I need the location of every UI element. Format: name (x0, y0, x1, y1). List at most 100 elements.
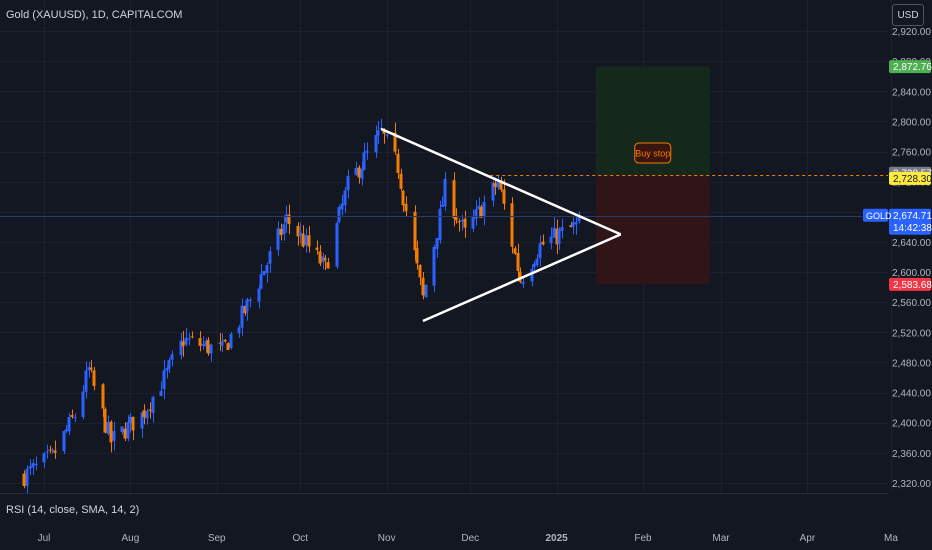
price-badge-stop: 2,583.68 (889, 277, 932, 291)
candle-body (510, 203, 514, 247)
x-tick-label: Sep (208, 533, 226, 544)
candle-body (109, 421, 113, 443)
candle-body (435, 238, 439, 249)
candle-body (571, 222, 575, 227)
triangle-upper-trendline[interactable] (380, 127, 622, 236)
currency-button[interactable]: USD (892, 4, 924, 26)
candle-body (184, 337, 188, 345)
y-tick-label: 2,760.00 (892, 148, 931, 159)
candle-body (92, 370, 96, 387)
candle-body (248, 299, 252, 302)
candle-body (123, 428, 127, 439)
candle-body (399, 173, 403, 189)
candle-body (379, 127, 383, 129)
candle-body (318, 251, 322, 264)
candle-body (64, 429, 68, 432)
price-badge-bg (889, 277, 931, 291)
y-tick-label: 2,920.00 (892, 27, 931, 38)
candle-body (151, 396, 155, 413)
candle-body (265, 264, 269, 273)
candle-body (532, 263, 536, 268)
candle-body (101, 384, 105, 409)
candle-body (245, 299, 249, 312)
candle-body (396, 153, 400, 173)
candle-body (45, 451, 49, 453)
candle-body (22, 473, 26, 487)
candle-body (159, 390, 163, 396)
price-badge-value: 2,872.76 (893, 62, 932, 73)
candle-body (120, 426, 124, 433)
candle-body (67, 416, 71, 432)
triangle-lower-trendline[interactable] (422, 233, 622, 323)
y-tick-label: 2,840.00 (892, 87, 931, 98)
candle-body (552, 227, 556, 238)
candle-body (282, 224, 286, 235)
candle-body (491, 182, 495, 201)
candle-body (28, 466, 32, 469)
candle-body (493, 183, 497, 187)
x-tick-label: Apr (800, 533, 816, 544)
candle-body (103, 408, 107, 433)
candle-body (569, 225, 573, 228)
x-tick-label: Nov (378, 533, 396, 544)
y-tick-label: 2,640.00 (892, 238, 931, 249)
candle-body (296, 226, 300, 237)
candle-body (268, 251, 272, 264)
candle-body (376, 130, 380, 136)
candle-body (201, 344, 205, 346)
candle-body (335, 222, 339, 267)
candle-body (560, 227, 564, 232)
candle-body (454, 216, 458, 221)
candle-body (50, 449, 54, 451)
candle-body (530, 268, 534, 282)
candle-body (220, 341, 224, 346)
candle-body (243, 305, 247, 314)
x-axis[interactable]: Jul Aug Sep Oct Nov Dec 2025 Feb Mar Apr Ma (38, 533, 899, 544)
symbol-badge-bg (863, 208, 888, 222)
candle-body (257, 288, 261, 302)
x-tick-label: Mar (712, 533, 730, 544)
buy-stop-label: Buy stop (635, 149, 670, 159)
candle-body (360, 168, 364, 179)
candle-body (541, 241, 545, 245)
candle-body (198, 338, 202, 346)
candle-body (70, 415, 74, 417)
candle-body (279, 228, 283, 236)
candle-body (321, 256, 325, 263)
candle-body (413, 211, 417, 251)
y-tick-label: 2,560.00 (892, 298, 931, 309)
candle-body (307, 235, 311, 247)
rsi-indicator-label[interactable]: RSI (14, close, SMA, 14, 2) (6, 504, 140, 516)
candle-body (81, 391, 85, 418)
candle-body (374, 135, 378, 153)
x-tick-label: Feb (634, 533, 652, 544)
candle-body (482, 202, 486, 217)
candle-body (162, 370, 166, 390)
candle-body (87, 367, 91, 371)
candle-body (84, 370, 88, 392)
candle-body (206, 340, 210, 354)
candle-body (499, 180, 503, 190)
candle-body (204, 341, 208, 347)
candle-body (229, 333, 233, 348)
candle-body (549, 236, 553, 244)
candle-body (357, 167, 361, 178)
stop-zone[interactable] (595, 175, 710, 285)
candle-body (518, 271, 522, 282)
symbol-badge-label: GOLD (866, 211, 892, 221)
candle-body (34, 463, 38, 466)
candle-body (301, 233, 305, 247)
candle-body (126, 422, 130, 439)
candle-body (479, 206, 483, 218)
y-tick-label: 2,520.00 (892, 328, 931, 339)
y-tick-label: 2,320.00 (892, 479, 931, 490)
price-badge-value: 2,583.68 (893, 280, 932, 291)
candle-body (418, 264, 422, 278)
buy-stop-annotation[interactable] (634, 142, 672, 164)
candle-body (477, 205, 481, 210)
candle-body (89, 367, 93, 370)
candle-body (393, 132, 397, 152)
candle-body (385, 134, 389, 136)
